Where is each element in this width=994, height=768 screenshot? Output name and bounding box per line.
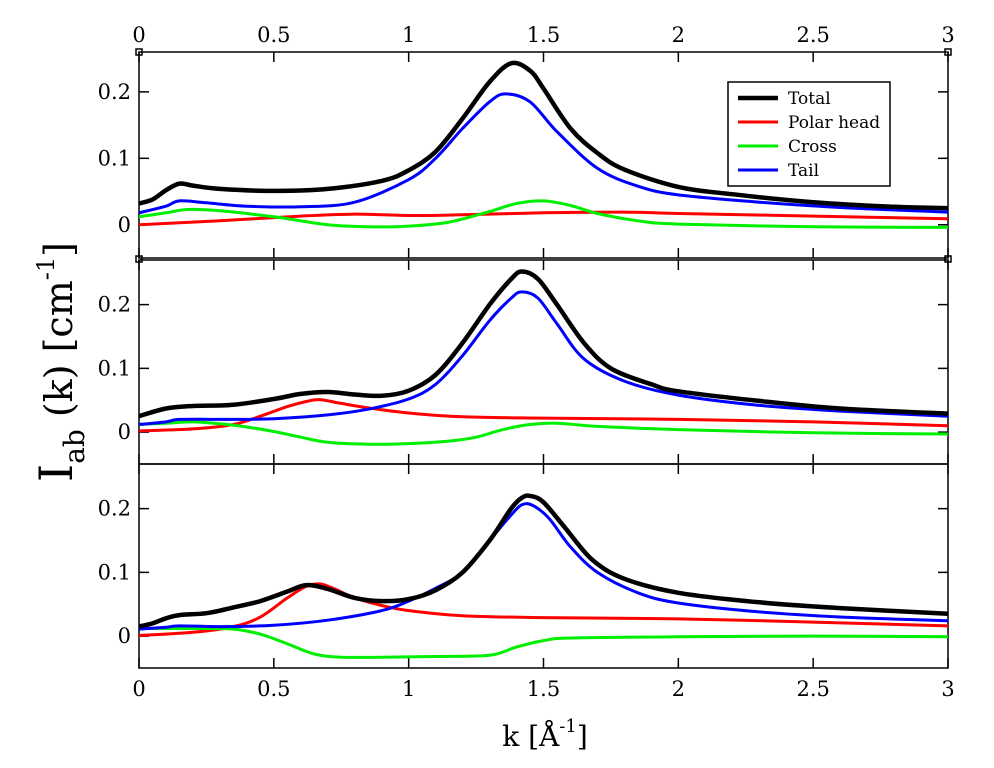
y-tick-label: 0.1 bbox=[98, 356, 131, 380]
y-tick-label: 0.2 bbox=[98, 293, 131, 317]
top-x-tick-label: 0.5 bbox=[257, 23, 290, 47]
panel-bottom: 0 0.1 0.2 0 0.5 1 1.5 2 2.5 3 bbox=[98, 463, 955, 701]
x-tick-label: 0 bbox=[132, 677, 145, 701]
corner-marker bbox=[135, 48, 143, 56]
panel-top: 0 0.1 0.2 0 0.5 1 1.5 2 2.5 3 Total Polar head Cross… bbox=[98, 23, 955, 259]
x-tick-label: 1.5 bbox=[527, 677, 560, 701]
x-tick-label: 1 bbox=[402, 677, 415, 701]
x-tick-label: 2.5 bbox=[796, 677, 829, 701]
series-line-tail bbox=[139, 502, 948, 631]
series-line-total bbox=[139, 269, 948, 419]
y-axis-title-end: ] bbox=[37, 242, 81, 257]
legend: Total Polar head Cross Tail bbox=[727, 81, 891, 187]
top-x-tick-label: 0 bbox=[132, 23, 145, 47]
series-line-tail bbox=[139, 92, 948, 215]
y-tick-label: 0 bbox=[118, 624, 131, 648]
svg-text:Iab(k) [cm-1]: Iab (k) [cm-1] bbox=[29, 242, 91, 482]
legend-label: Polar head bbox=[788, 113, 880, 133]
y-tick-label: 0 bbox=[118, 213, 131, 237]
y-tick-label: 0.2 bbox=[98, 497, 131, 521]
panel-middle: 0 0.1 0.2 bbox=[98, 259, 949, 465]
y-axis-title-main: I bbox=[29, 464, 83, 482]
top-x-tick-label: 1 bbox=[402, 23, 415, 47]
y-tick-label: 0.1 bbox=[98, 146, 131, 170]
series-line-tail bbox=[139, 290, 948, 426]
x-axis-title-sup: -1 bbox=[559, 716, 577, 737]
y-axis-title-mid: (k) [cm bbox=[37, 280, 81, 417]
top-x-tick-label: 2.5 bbox=[796, 23, 829, 47]
x-tick-label: 3 bbox=[941, 677, 954, 701]
series-line-total bbox=[139, 60, 948, 211]
series-line-total bbox=[139, 493, 948, 629]
legend-label: Cross bbox=[788, 137, 837, 157]
y-axis-title-sub: ab bbox=[58, 429, 91, 464]
corner-marker bbox=[135, 255, 143, 263]
y-tick-label: 0 bbox=[118, 420, 131, 444]
series-line-polar-head bbox=[139, 398, 948, 433]
corner-marker bbox=[944, 255, 952, 263]
x-tick-label: 2 bbox=[672, 677, 685, 701]
x-tick-label: 0.5 bbox=[257, 677, 290, 701]
series-line-cross bbox=[139, 199, 948, 229]
top-x-tick-label: 2 bbox=[672, 23, 685, 47]
series-line-cross bbox=[139, 420, 948, 446]
y-axis-title-sup: -1 bbox=[32, 257, 60, 280]
corner-marker bbox=[944, 48, 952, 56]
x-axis-title-end: ] bbox=[577, 720, 588, 753]
chart-panels: 0 0.1 0.2 0 0.5 1 1.5 2 2.5 3 Total Polar head Cross… bbox=[98, 23, 955, 701]
top-x-tick-label: 3 bbox=[941, 23, 954, 47]
x-axis-title-main: k [Å bbox=[502, 720, 560, 753]
top-x-tick-label: 1.5 bbox=[527, 23, 560, 47]
y-tick-label: 0.1 bbox=[98, 560, 131, 584]
series-line-polar-head bbox=[139, 582, 948, 637]
x-axis-title: k [Å-1] bbox=[502, 716, 588, 753]
y-axis-title: Iab (k) [cm-1] bbox=[29, 242, 91, 482]
legend-label: Total bbox=[788, 89, 831, 109]
legend-label: Tail bbox=[788, 161, 819, 181]
series-line-cross bbox=[139, 626, 948, 659]
y-tick-label: 0.2 bbox=[98, 80, 131, 104]
